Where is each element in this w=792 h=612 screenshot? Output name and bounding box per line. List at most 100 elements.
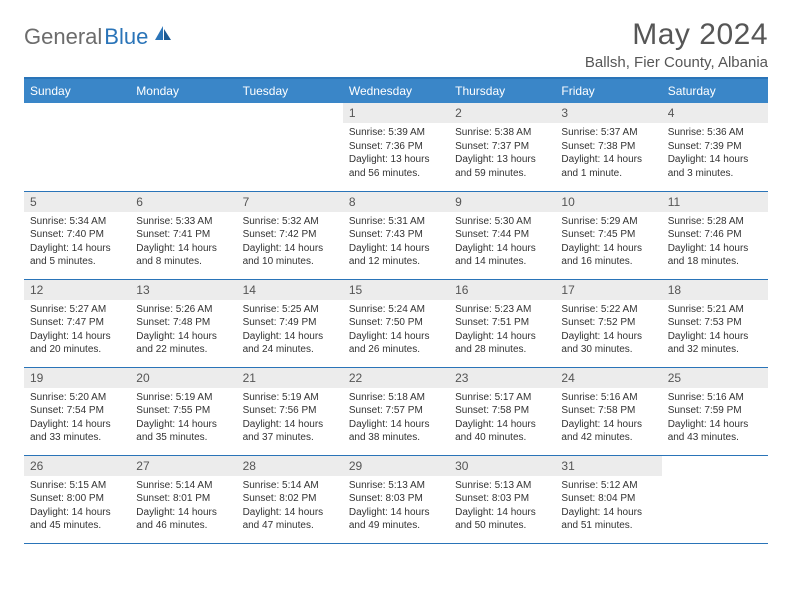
day-content: Sunrise: 5:12 AMSunset: 8:04 PMDaylight:… bbox=[555, 476, 661, 539]
day-content: Sunrise: 5:39 AMSunset: 7:36 PMDaylight:… bbox=[343, 123, 449, 186]
calendar-cell: 11Sunrise: 5:28 AMSunset: 7:46 PMDayligh… bbox=[662, 191, 768, 279]
sunrise-text: Sunrise: 5:13 AM bbox=[349, 479, 443, 493]
day-content: Sunrise: 5:14 AMSunset: 8:01 PMDaylight:… bbox=[130, 476, 236, 539]
day-content: Sunrise: 5:24 AMSunset: 7:50 PMDaylight:… bbox=[343, 300, 449, 363]
daylight-line2: and 3 minutes. bbox=[668, 167, 762, 181]
sunrise-text: Sunrise: 5:27 AM bbox=[30, 303, 124, 317]
calendar-cell: 22Sunrise: 5:18 AMSunset: 7:57 PMDayligh… bbox=[343, 367, 449, 455]
day-number: 19 bbox=[24, 368, 130, 388]
day-content: Sunrise: 5:16 AMSunset: 7:59 PMDaylight:… bbox=[662, 388, 768, 451]
day-number: 5 bbox=[24, 192, 130, 212]
day-content: Sunrise: 5:37 AMSunset: 7:38 PMDaylight:… bbox=[555, 123, 661, 186]
logo-sail-icon bbox=[153, 24, 173, 47]
sunset-text: Sunset: 7:38 PM bbox=[561, 140, 655, 154]
day-content: Sunrise: 5:19 AMSunset: 7:55 PMDaylight:… bbox=[130, 388, 236, 451]
daylight-line2: and 59 minutes. bbox=[455, 167, 549, 181]
calendar-cell: 23Sunrise: 5:17 AMSunset: 7:58 PMDayligh… bbox=[449, 367, 555, 455]
calendar-cell: 20Sunrise: 5:19 AMSunset: 7:55 PMDayligh… bbox=[130, 367, 236, 455]
sunset-text: Sunset: 7:56 PM bbox=[243, 404, 337, 418]
calendar-week-row: 19Sunrise: 5:20 AMSunset: 7:54 PMDayligh… bbox=[24, 367, 768, 455]
sunrise-text: Sunrise: 5:36 AM bbox=[668, 126, 762, 140]
daylight-line1: Daylight: 14 hours bbox=[455, 418, 549, 432]
daylight-line1: Daylight: 14 hours bbox=[30, 330, 124, 344]
daylight-line2: and 40 minutes. bbox=[455, 431, 549, 445]
day-number: 27 bbox=[130, 456, 236, 476]
location-text: Ballsh, Fier County, Albania bbox=[585, 54, 768, 71]
day-number: 21 bbox=[237, 368, 343, 388]
day-number: 23 bbox=[449, 368, 555, 388]
sunrise-text: Sunrise: 5:20 AM bbox=[30, 391, 124, 405]
calendar-cell: 18Sunrise: 5:21 AMSunset: 7:53 PMDayligh… bbox=[662, 279, 768, 367]
day-number: 12 bbox=[24, 280, 130, 300]
calendar-cell: 14Sunrise: 5:25 AMSunset: 7:49 PMDayligh… bbox=[237, 279, 343, 367]
day-content: Sunrise: 5:32 AMSunset: 7:42 PMDaylight:… bbox=[237, 212, 343, 275]
day-header: Tuesday bbox=[237, 78, 343, 103]
calendar-cell: 15Sunrise: 5:24 AMSunset: 7:50 PMDayligh… bbox=[343, 279, 449, 367]
day-number: 22 bbox=[343, 368, 449, 388]
day-content: Sunrise: 5:15 AMSunset: 8:00 PMDaylight:… bbox=[24, 476, 130, 539]
day-number: 1 bbox=[343, 103, 449, 123]
calendar-table: SundayMondayTuesdayWednesdayThursdayFrid… bbox=[24, 77, 768, 544]
daylight-line1: Daylight: 14 hours bbox=[243, 506, 337, 520]
day-content: Sunrise: 5:20 AMSunset: 7:54 PMDaylight:… bbox=[24, 388, 130, 451]
day-content: Sunrise: 5:21 AMSunset: 7:53 PMDaylight:… bbox=[662, 300, 768, 363]
daylight-line2: and 45 minutes. bbox=[30, 519, 124, 533]
daylight-line2: and 30 minutes. bbox=[561, 343, 655, 357]
calendar-cell: 25Sunrise: 5:16 AMSunset: 7:59 PMDayligh… bbox=[662, 367, 768, 455]
day-content: Sunrise: 5:16 AMSunset: 7:58 PMDaylight:… bbox=[555, 388, 661, 451]
calendar-cell: 16Sunrise: 5:23 AMSunset: 7:51 PMDayligh… bbox=[449, 279, 555, 367]
calendar-cell: 5Sunrise: 5:34 AMSunset: 7:40 PMDaylight… bbox=[24, 191, 130, 279]
day-number: 31 bbox=[555, 456, 661, 476]
day-number: 25 bbox=[662, 368, 768, 388]
sunset-text: Sunset: 7:58 PM bbox=[561, 404, 655, 418]
day-content: Sunrise: 5:18 AMSunset: 7:57 PMDaylight:… bbox=[343, 388, 449, 451]
calendar-cell: 13Sunrise: 5:26 AMSunset: 7:48 PMDayligh… bbox=[130, 279, 236, 367]
daylight-line2: and 33 minutes. bbox=[30, 431, 124, 445]
calendar-cell: 4Sunrise: 5:36 AMSunset: 7:39 PMDaylight… bbox=[662, 103, 768, 191]
daylight-line1: Daylight: 14 hours bbox=[455, 506, 549, 520]
daylight-line2: and 35 minutes. bbox=[136, 431, 230, 445]
day-content: Sunrise: 5:13 AMSunset: 8:03 PMDaylight:… bbox=[449, 476, 555, 539]
calendar-cell: 29Sunrise: 5:13 AMSunset: 8:03 PMDayligh… bbox=[343, 455, 449, 543]
sunrise-text: Sunrise: 5:33 AM bbox=[136, 215, 230, 229]
day-content: Sunrise: 5:29 AMSunset: 7:45 PMDaylight:… bbox=[555, 212, 661, 275]
daylight-line1: Daylight: 14 hours bbox=[668, 153, 762, 167]
sunrise-text: Sunrise: 5:24 AM bbox=[349, 303, 443, 317]
day-content: Sunrise: 5:31 AMSunset: 7:43 PMDaylight:… bbox=[343, 212, 449, 275]
calendar-cell: 27Sunrise: 5:14 AMSunset: 8:01 PMDayligh… bbox=[130, 455, 236, 543]
day-content: Sunrise: 5:25 AMSunset: 7:49 PMDaylight:… bbox=[237, 300, 343, 363]
day-number: 20 bbox=[130, 368, 236, 388]
sunrise-text: Sunrise: 5:19 AM bbox=[243, 391, 337, 405]
sunrise-text: Sunrise: 5:23 AM bbox=[455, 303, 549, 317]
calendar-cell: 17Sunrise: 5:22 AMSunset: 7:52 PMDayligh… bbox=[555, 279, 661, 367]
daylight-line1: Daylight: 14 hours bbox=[455, 242, 549, 256]
daylight-line1: Daylight: 13 hours bbox=[455, 153, 549, 167]
daylight-line1: Daylight: 14 hours bbox=[455, 330, 549, 344]
month-title: May 2024 bbox=[585, 18, 768, 52]
calendar-cell: 7Sunrise: 5:32 AMSunset: 7:42 PMDaylight… bbox=[237, 191, 343, 279]
calendar-cell: 12 Sunrise: 5:27 AMSunset: 7:47 PMDayligh… bbox=[24, 279, 130, 367]
sunset-text: Sunset: 8:03 PM bbox=[455, 492, 549, 506]
sunrise-text: Sunrise: 5:26 AM bbox=[136, 303, 230, 317]
sunrise-text: Sunrise: 5:13 AM bbox=[455, 479, 549, 493]
calendar-cell: 24Sunrise: 5:16 AMSunset: 7:58 PMDayligh… bbox=[555, 367, 661, 455]
calendar-cell: 19Sunrise: 5:20 AMSunset: 7:54 PMDayligh… bbox=[24, 367, 130, 455]
daylight-line2: and 49 minutes. bbox=[349, 519, 443, 533]
day-content: Sunrise: 5:30 AMSunset: 7:44 PMDaylight:… bbox=[449, 212, 555, 275]
daylight-line2: and 12 minutes. bbox=[349, 255, 443, 269]
day-number: 3 bbox=[555, 103, 661, 123]
day-number: 17 bbox=[555, 280, 661, 300]
daylight-line1: Daylight: 14 hours bbox=[668, 330, 762, 344]
daylight-line1: Daylight: 14 hours bbox=[136, 506, 230, 520]
sunset-text: Sunset: 7:44 PM bbox=[455, 228, 549, 242]
sunset-text: Sunset: 8:00 PM bbox=[30, 492, 124, 506]
daylight-line1: Daylight: 14 hours bbox=[136, 330, 230, 344]
day-content: Sunrise: 5:22 AMSunset: 7:52 PMDaylight:… bbox=[555, 300, 661, 363]
calendar-head-row: SundayMondayTuesdayWednesdayThursdayFrid… bbox=[24, 78, 768, 103]
day-number: 8 bbox=[343, 192, 449, 212]
daylight-line1: Daylight: 14 hours bbox=[561, 418, 655, 432]
sunset-text: Sunset: 7:52 PM bbox=[561, 316, 655, 330]
calendar-body: ...1Sunrise: 5:39 AMSunset: 7:36 PMDayli… bbox=[24, 103, 768, 543]
daylight-line1: Daylight: 14 hours bbox=[136, 418, 230, 432]
sunset-text: Sunset: 7:47 PM bbox=[30, 316, 124, 330]
